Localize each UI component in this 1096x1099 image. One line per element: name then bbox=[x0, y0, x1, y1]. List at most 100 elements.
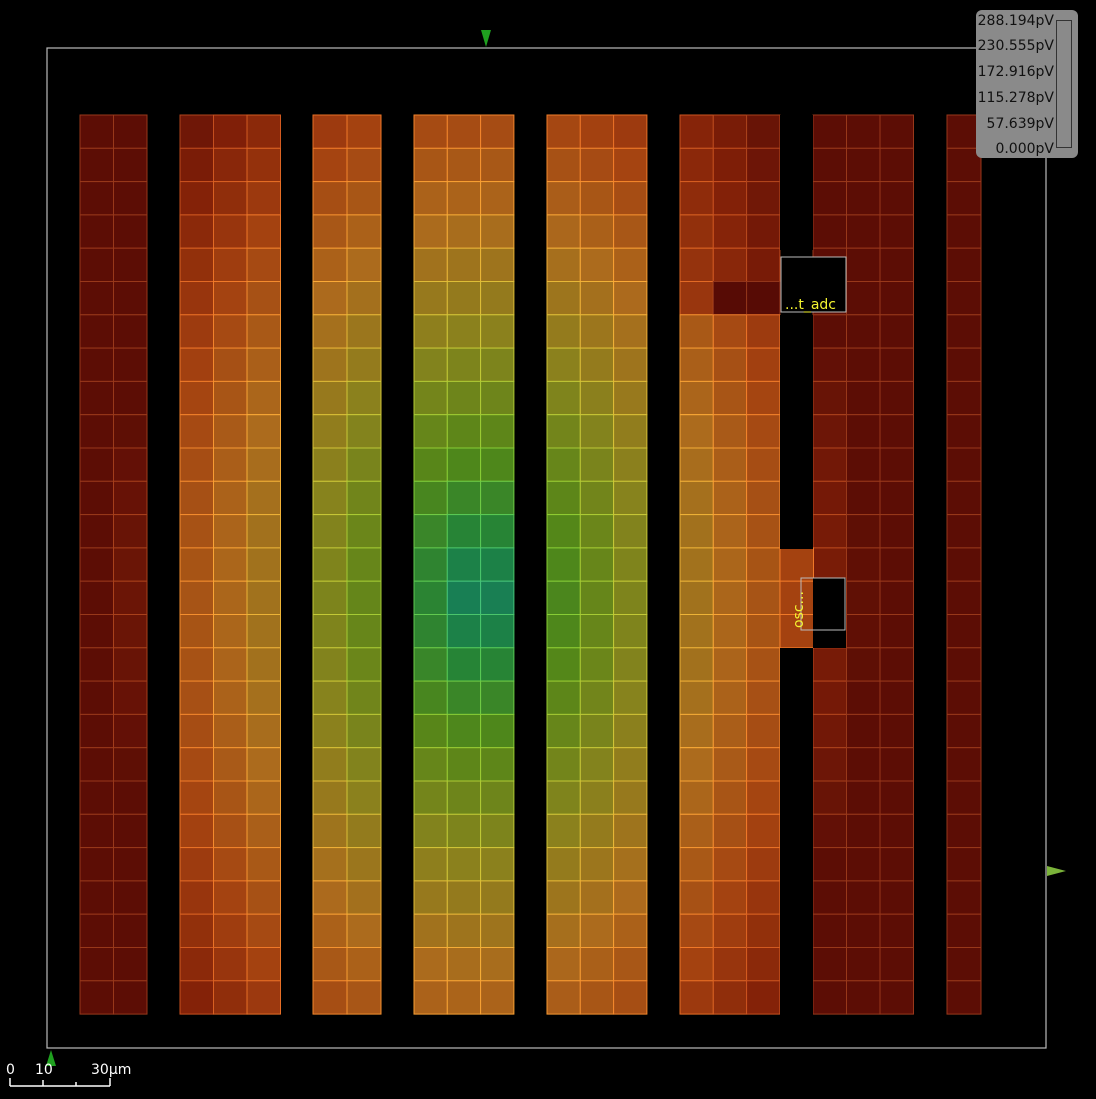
grid-cell bbox=[579, 547, 615, 582]
grid-cell bbox=[413, 380, 448, 416]
grid-cell bbox=[179, 947, 214, 982]
grid-cell bbox=[746, 647, 781, 682]
grid-cell bbox=[679, 281, 714, 316]
grid-cell bbox=[946, 347, 982, 382]
grid-cell bbox=[946, 947, 982, 982]
grid-cell bbox=[346, 380, 382, 416]
grid-cell bbox=[413, 114, 448, 149]
grid-cell bbox=[346, 614, 382, 649]
grid-cell bbox=[546, 281, 581, 316]
grid-cell bbox=[679, 713, 714, 749]
grid-cell bbox=[312, 847, 348, 882]
grid-cell bbox=[579, 780, 615, 815]
grid-cell bbox=[946, 880, 982, 915]
grid-cell bbox=[879, 347, 914, 382]
grid-cell bbox=[679, 747, 714, 782]
grid-cell bbox=[879, 980, 914, 1015]
grid-cell bbox=[946, 514, 982, 549]
grid-cell bbox=[946, 713, 982, 749]
grid-cell bbox=[812, 347, 847, 382]
grid-cell bbox=[746, 547, 781, 582]
grid-cell bbox=[346, 314, 382, 349]
grid-cell bbox=[712, 813, 748, 849]
grid-cell bbox=[879, 647, 914, 682]
grid-cell bbox=[79, 447, 114, 482]
grid-cell bbox=[312, 314, 348, 349]
grid-cell bbox=[846, 614, 881, 649]
grid-cell bbox=[613, 114, 648, 149]
grid-cell bbox=[946, 380, 982, 416]
grid-cell bbox=[812, 147, 847, 183]
grid-cell bbox=[812, 747, 847, 782]
grid-cell bbox=[213, 314, 248, 349]
grid-cell bbox=[446, 314, 482, 349]
grid-cell bbox=[312, 214, 348, 249]
grid-cell bbox=[413, 614, 448, 649]
grid-cell bbox=[846, 980, 881, 1015]
grid-cell bbox=[213, 614, 248, 649]
grid-cell bbox=[246, 380, 281, 416]
grid-cell bbox=[312, 114, 348, 149]
grid-cell bbox=[846, 880, 881, 915]
grid-cell bbox=[213, 347, 248, 382]
grid-cell bbox=[946, 414, 982, 449]
grid-cell bbox=[879, 813, 914, 849]
grid-cell bbox=[613, 647, 648, 682]
grid-cell bbox=[746, 447, 781, 482]
grid-cell bbox=[413, 847, 448, 882]
grid-cell bbox=[446, 214, 482, 249]
grid-cell bbox=[179, 181, 214, 216]
grid-cell bbox=[613, 314, 648, 349]
grid-cell bbox=[579, 247, 615, 282]
grid-cell bbox=[480, 380, 515, 416]
grid-cell bbox=[79, 614, 114, 649]
grid-cell bbox=[246, 780, 281, 815]
grid-cell bbox=[113, 447, 148, 482]
grid-cell bbox=[480, 880, 515, 915]
grid-cell bbox=[613, 780, 648, 815]
grid-cell bbox=[579, 713, 615, 749]
grid-cell bbox=[712, 913, 748, 949]
grid-cell bbox=[546, 447, 581, 482]
grid-cell bbox=[712, 414, 748, 449]
grid-cell bbox=[579, 380, 615, 416]
grid-cell bbox=[179, 114, 214, 149]
grid-cell bbox=[446, 514, 482, 549]
grid-cell bbox=[213, 980, 248, 1015]
grid-cell bbox=[946, 680, 982, 715]
grid-cell bbox=[546, 680, 581, 715]
grid-cell bbox=[346, 480, 382, 516]
grid-cell bbox=[812, 880, 847, 915]
grid-cell bbox=[413, 414, 448, 449]
grid-cell bbox=[113, 780, 148, 815]
grid-cell bbox=[213, 214, 248, 249]
grid-cell bbox=[746, 281, 781, 316]
grid-cell bbox=[413, 813, 448, 849]
grid-cell bbox=[946, 447, 982, 482]
grid-cell bbox=[480, 580, 515, 616]
grid-cell bbox=[113, 547, 148, 582]
grid-cell bbox=[246, 680, 281, 715]
grid-cell bbox=[346, 347, 382, 382]
grid-cell bbox=[712, 747, 748, 782]
grid-cell bbox=[712, 947, 748, 982]
grid-cell bbox=[113, 680, 148, 715]
grid-cell bbox=[679, 114, 714, 149]
grid-cell bbox=[846, 114, 881, 149]
grid-cell bbox=[946, 580, 982, 616]
grid-cell bbox=[613, 214, 648, 249]
grid-cell bbox=[812, 114, 847, 149]
grid-cell bbox=[746, 847, 781, 882]
grid-cell bbox=[879, 114, 914, 149]
legend-label-3: 172.916pV bbox=[977, 64, 1054, 80]
grid-cell bbox=[846, 181, 881, 216]
grid-cell bbox=[579, 214, 615, 249]
grid-cell bbox=[579, 680, 615, 715]
grid-cell bbox=[312, 380, 348, 416]
grid-cell bbox=[413, 780, 448, 815]
grid-cell bbox=[579, 947, 615, 982]
grid-cell bbox=[712, 980, 748, 1015]
grid-cell bbox=[579, 181, 615, 216]
grid-cell bbox=[712, 680, 748, 715]
